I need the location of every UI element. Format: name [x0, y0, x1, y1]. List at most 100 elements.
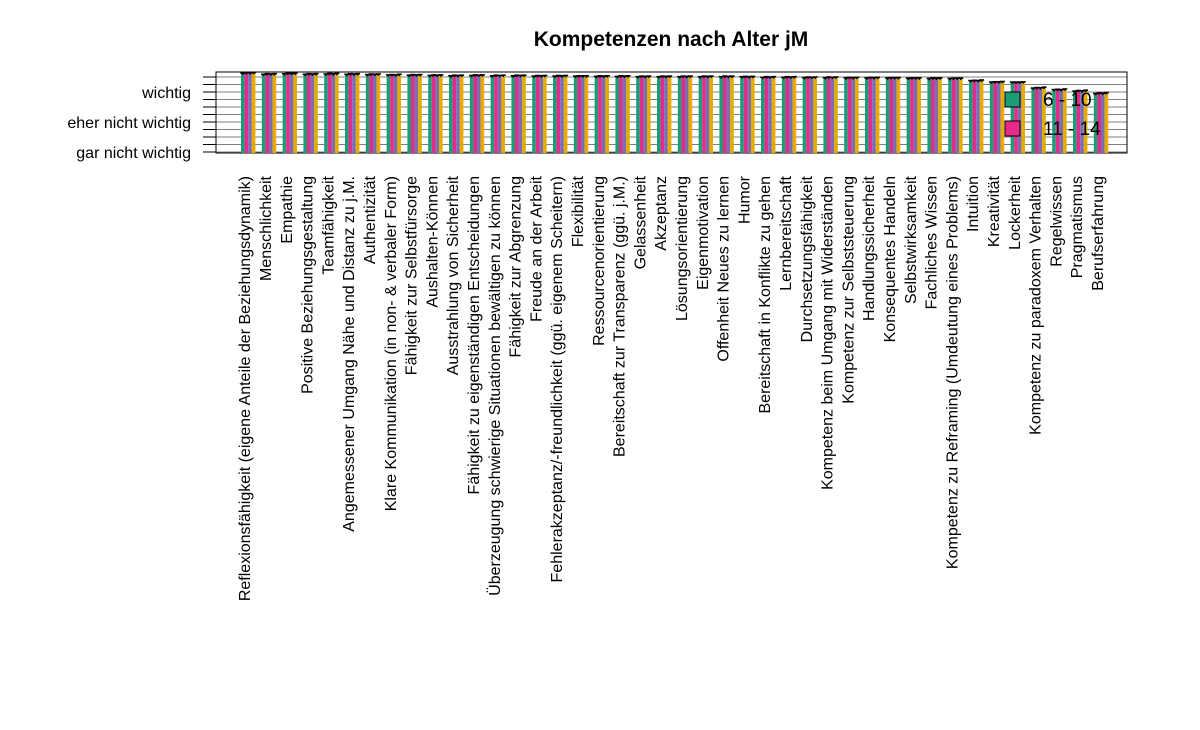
bar [1059, 90, 1063, 153]
bar [577, 76, 581, 153]
x-tick-label: Lernbereitschaft [778, 175, 795, 290]
bar [1104, 93, 1109, 153]
bar [615, 77, 619, 153]
bar [390, 75, 394, 153]
x-tick-label: Pragmatismus [1069, 176, 1086, 278]
bar [480, 75, 485, 153]
bar [365, 75, 370, 153]
bar [289, 74, 294, 153]
bar [927, 79, 931, 153]
bar [781, 78, 786, 153]
x-tick-label: Klare Kommunikation (in non- & verbaler … [383, 176, 400, 511]
bar [553, 77, 557, 153]
bar [543, 76, 547, 153]
bar [282, 74, 287, 153]
bar [997, 82, 1001, 153]
bar [639, 77, 644, 153]
bar [563, 76, 568, 153]
bar [428, 76, 432, 153]
bar [664, 77, 668, 153]
bar [747, 77, 751, 153]
bar [314, 74, 318, 153]
bar [827, 77, 831, 153]
x-tick-label: Akzeptanz [653, 176, 670, 251]
bar [979, 80, 984, 153]
bar [657, 77, 661, 153]
bar [764, 77, 769, 153]
bar [959, 79, 963, 153]
bar [1073, 92, 1077, 153]
x-tick-label: Humor [736, 175, 753, 224]
bar [931, 78, 935, 153]
bar [501, 76, 505, 153]
x-tick-label: Gelassenheit [632, 175, 649, 269]
bar [761, 78, 765, 153]
x-tick-label: Angemessener Umgang Nähe und Distanz zu … [341, 176, 358, 532]
chart-title: Kompetenzen nach Alter jM [534, 28, 809, 51]
bar [723, 77, 727, 153]
bar [407, 76, 411, 153]
x-tick-label: Fehlerakzeptanz/-freundlichkeit (ggü. ei… [549, 176, 566, 582]
bar [643, 77, 647, 153]
bar [830, 78, 835, 153]
x-tick-label: Teamfähigkeit [320, 175, 337, 274]
bar [626, 76, 630, 153]
bar [847, 78, 852, 153]
bar [581, 76, 585, 153]
bar [411, 75, 415, 153]
bar [1080, 91, 1084, 153]
bar [556, 76, 561, 153]
legend: 6 - 10 11 - 14 [1004, 90, 1101, 140]
bar [598, 76, 602, 153]
bar [938, 78, 942, 153]
bar [1014, 83, 1018, 153]
x-tick-label: Positive Beziehungsgestaltung [300, 176, 317, 394]
bar [730, 77, 734, 153]
bar [1063, 89, 1067, 153]
bar [494, 76, 498, 153]
bar [1097, 93, 1101, 153]
bar [605, 76, 609, 153]
bar [1101, 94, 1105, 153]
bar [889, 78, 893, 153]
y-tick-label: wichtig [141, 85, 191, 102]
bar [726, 77, 731, 153]
x-tick-label: Überzeugung schwierige Situationen bewäl… [486, 176, 504, 596]
bar [917, 78, 921, 153]
x-tick-label: Kompetenz zu paradoxem Verhalten [1028, 176, 1045, 435]
bar [352, 74, 356, 153]
bar [324, 74, 328, 153]
bar [449, 76, 453, 153]
bar [261, 75, 266, 153]
x-tick-label: Lockerheit [1007, 175, 1024, 249]
x-tick-label: Freude an der Arbeit [528, 175, 545, 321]
x-tick-label: Ausstrahlung von Sicherheit [445, 175, 462, 375]
bar [622, 77, 627, 153]
bar [955, 79, 959, 153]
bar [1052, 90, 1056, 153]
bar [993, 82, 997, 153]
bar [244, 73, 249, 153]
bar [865, 78, 869, 153]
bar [740, 77, 744, 153]
x-axis-labels: Reflexionsfähigkeit (eigene Anteile der … [237, 175, 1107, 601]
bar [743, 77, 748, 153]
x-tick-label: Bereitschaft zur Transparenz (ggü. j.M.) [612, 176, 629, 457]
bar [269, 74, 273, 153]
x-tick-label: Kompetenz zu Reframing (Umdeutung eines … [944, 176, 961, 569]
bar [331, 74, 335, 153]
bar [823, 78, 827, 153]
bar [969, 81, 973, 153]
bar [1010, 83, 1015, 153]
bar [456, 76, 460, 153]
legend-swatch [1004, 91, 1021, 108]
x-tick-label: Selbstwirksamkeit [903, 175, 920, 304]
bar [248, 73, 252, 153]
x-tick-label: Aushalten-Können [424, 176, 441, 308]
bar [792, 77, 797, 153]
bar [327, 74, 332, 153]
x-tick-label: Reflexionsfähigkeit (eigene Anteile der … [237, 176, 254, 601]
bar [293, 74, 297, 153]
x-tick-label: Authentizität [362, 175, 379, 264]
bar [677, 77, 682, 153]
